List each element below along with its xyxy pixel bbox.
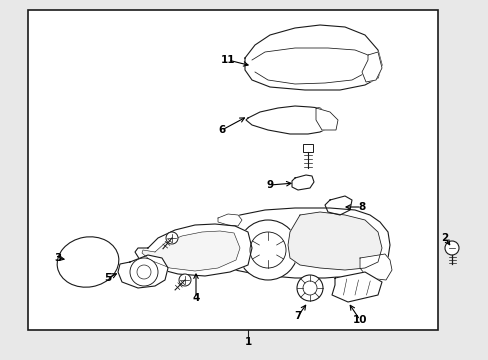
Bar xyxy=(28,10,437,330)
Polygon shape xyxy=(331,272,381,302)
Text: 6: 6 xyxy=(218,125,225,135)
Polygon shape xyxy=(291,175,313,190)
Bar xyxy=(303,144,312,152)
Polygon shape xyxy=(325,196,351,215)
Circle shape xyxy=(444,241,458,255)
Text: 3: 3 xyxy=(54,253,61,263)
Circle shape xyxy=(179,274,191,286)
Text: 11: 11 xyxy=(220,55,235,65)
Polygon shape xyxy=(118,255,168,288)
Text: 10: 10 xyxy=(352,315,366,325)
Polygon shape xyxy=(212,208,389,278)
Text: 5: 5 xyxy=(104,273,111,283)
Polygon shape xyxy=(135,224,251,276)
Text: 1: 1 xyxy=(244,337,251,347)
Text: 2: 2 xyxy=(441,233,447,243)
Polygon shape xyxy=(218,214,242,226)
Polygon shape xyxy=(359,254,391,280)
Circle shape xyxy=(296,275,323,301)
Text: 8: 8 xyxy=(358,202,365,212)
Text: 4: 4 xyxy=(192,293,199,303)
Circle shape xyxy=(249,232,285,268)
Polygon shape xyxy=(287,212,381,270)
Polygon shape xyxy=(315,108,337,130)
Circle shape xyxy=(165,232,178,244)
Circle shape xyxy=(130,258,158,286)
Circle shape xyxy=(137,265,151,279)
Polygon shape xyxy=(244,25,381,90)
Text: 7: 7 xyxy=(294,311,301,321)
Text: 9: 9 xyxy=(266,180,273,190)
Circle shape xyxy=(238,220,297,280)
Polygon shape xyxy=(245,106,329,134)
Ellipse shape xyxy=(57,237,119,287)
Polygon shape xyxy=(142,231,240,271)
Polygon shape xyxy=(361,52,381,82)
Circle shape xyxy=(303,281,316,295)
